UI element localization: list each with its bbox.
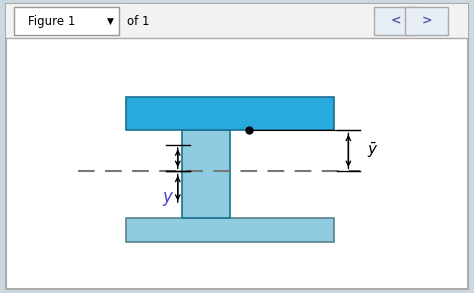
Bar bbox=[182, 130, 230, 218]
Bar bbox=[14, 7, 118, 35]
Text: of 1: of 1 bbox=[127, 15, 149, 28]
Text: ▼: ▼ bbox=[107, 17, 113, 25]
Bar bbox=[126, 97, 334, 130]
Text: >: > bbox=[421, 15, 432, 28]
Text: $y$: $y$ bbox=[162, 190, 174, 208]
Bar bbox=[374, 7, 417, 35]
Text: <: < bbox=[391, 15, 401, 28]
Text: Figure 1: Figure 1 bbox=[28, 15, 76, 28]
Bar bbox=[405, 7, 448, 35]
Bar bbox=[126, 218, 334, 242]
Text: $\bar{y}$: $\bar{y}$ bbox=[367, 141, 379, 161]
Bar bbox=[6, 4, 468, 38]
